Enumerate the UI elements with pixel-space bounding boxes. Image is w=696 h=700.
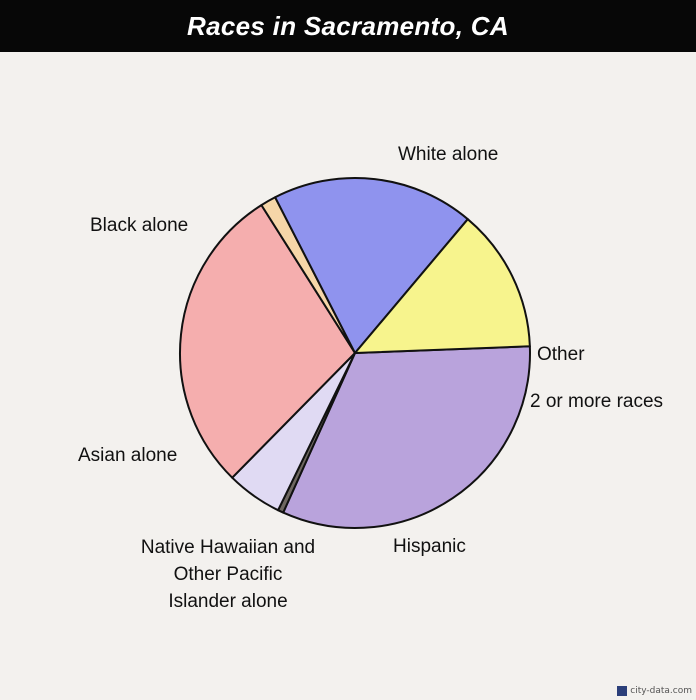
pie-slice-black-alone bbox=[354, 218, 531, 354]
label-other: Other bbox=[537, 344, 585, 365]
city-data-logo-icon bbox=[617, 686, 628, 696]
label-hispanic: Hispanic bbox=[393, 536, 466, 557]
title-bar: Races in Sacramento, CA bbox=[0, 0, 696, 52]
pie-slice-hispanic bbox=[179, 204, 356, 479]
credit-watermark: city-data.com bbox=[617, 686, 692, 696]
pie-slice-white-alone bbox=[282, 345, 531, 529]
pie-slice-asian-alone bbox=[274, 177, 469, 354]
label-black-alone: Black alone bbox=[90, 215, 189, 236]
label-native-hawaiian: Native Hawaiian and Other Pacific Island… bbox=[140, 537, 316, 612]
label-white-alone: White alone bbox=[398, 144, 499, 165]
label-asian-alone: Asian alone bbox=[78, 445, 178, 466]
chart-title: Races in Sacramento, CA bbox=[187, 10, 509, 41]
credit-text: city-data.com bbox=[630, 686, 692, 696]
label-two-or-more-races: 2 or more races bbox=[530, 391, 664, 412]
